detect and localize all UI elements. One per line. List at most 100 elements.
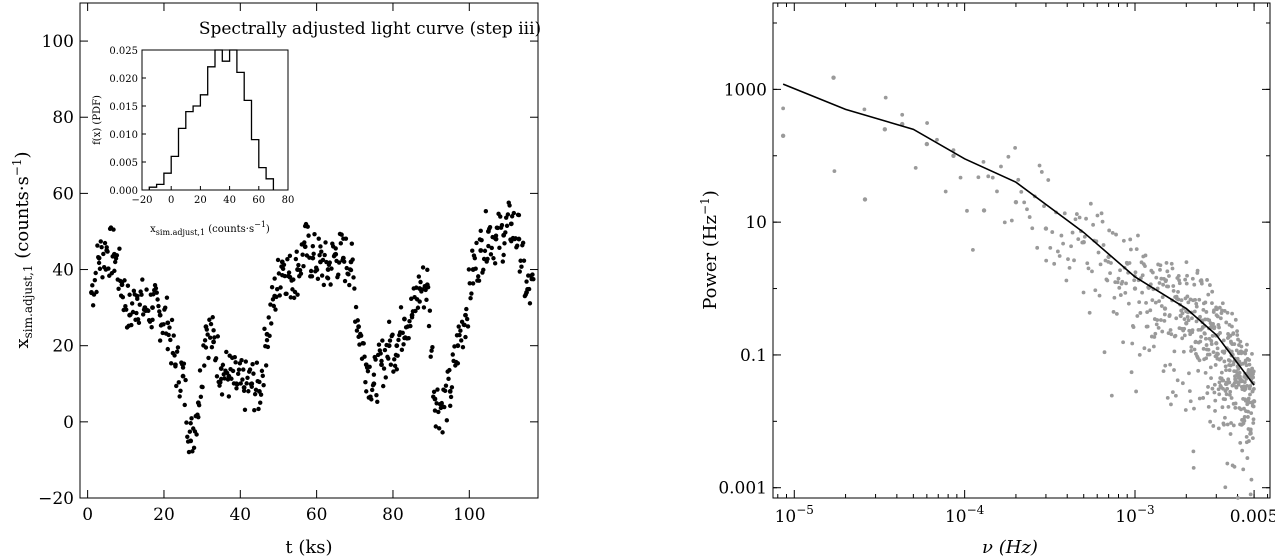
lc-point — [426, 323, 432, 329]
psd-point — [1161, 282, 1166, 287]
lc-point — [406, 335, 411, 341]
psd-point — [1137, 300, 1142, 305]
lc-point — [420, 287, 425, 292]
psd-point — [1173, 393, 1178, 398]
lc-point — [392, 363, 398, 369]
lc-xtick-label: 100 — [453, 505, 485, 525]
psd-point — [882, 127, 888, 132]
psd-point — [1124, 281, 1128, 286]
psd-point — [1192, 309, 1197, 314]
lc-point — [432, 396, 438, 402]
lc-point — [269, 321, 274, 326]
lc-point — [226, 394, 232, 399]
psd-point — [1116, 276, 1121, 281]
lc-point — [448, 394, 454, 400]
psd-point — [1180, 336, 1185, 341]
psd-point — [1143, 253, 1148, 258]
lightcurve-points — [89, 200, 536, 455]
psd-point — [1150, 298, 1155, 303]
lc-point — [151, 292, 156, 297]
lc-point — [197, 368, 203, 373]
psd-point — [1145, 310, 1150, 315]
psd-xtick-label: 10−3 — [1115, 503, 1154, 527]
lc-point — [462, 322, 467, 328]
lc-point — [274, 286, 280, 292]
lc-point — [165, 320, 171, 326]
lc-point — [205, 332, 210, 337]
psd-point — [1251, 421, 1256, 425]
lc-point — [495, 225, 500, 231]
psd-point — [1211, 424, 1216, 428]
lc-point — [526, 286, 532, 292]
lc-point — [215, 334, 221, 339]
lc-point — [282, 273, 288, 279]
psd-point — [1203, 336, 1208, 341]
psd-point — [1238, 339, 1243, 344]
lc-point — [455, 361, 461, 366]
psd-point — [1208, 365, 1213, 370]
lc-point — [278, 285, 283, 290]
lc-point — [208, 321, 214, 327]
psd-point — [1142, 346, 1147, 351]
psd-point — [951, 153, 956, 158]
psd-point — [1171, 284, 1176, 288]
psd-point — [1132, 286, 1138, 291]
psd-point — [1193, 297, 1198, 302]
psd-point — [1145, 324, 1150, 329]
lc-point — [188, 421, 193, 426]
psd-point — [1183, 277, 1188, 282]
lc-point — [239, 357, 244, 363]
lc-point — [463, 312, 468, 318]
lc-point — [504, 223, 510, 228]
psd-point — [1155, 318, 1160, 322]
lc-point — [336, 272, 341, 277]
psd-point — [1251, 369, 1256, 374]
psd-point — [1213, 363, 1218, 367]
lc-point — [182, 402, 187, 408]
psd-point — [1073, 217, 1078, 222]
psd-point — [1222, 309, 1227, 313]
psd-point — [831, 75, 836, 80]
lc-point — [153, 286, 159, 291]
psd-point — [1016, 177, 1021, 182]
lc-point — [242, 407, 248, 412]
lc-point — [112, 259, 118, 265]
lc-point — [400, 330, 405, 336]
psd-point — [1208, 419, 1213, 424]
psd-ylabel: Power (Hz−1) — [698, 190, 721, 310]
psd-point — [1169, 332, 1174, 337]
lc-point — [310, 243, 316, 249]
psd-point — [1251, 375, 1256, 380]
lc-ytick-label: 100 — [42, 32, 74, 52]
lc-point — [243, 359, 249, 364]
psd-point — [1093, 288, 1098, 293]
lc-point — [235, 382, 240, 387]
psd-point — [1148, 308, 1153, 313]
psd-point — [883, 95, 888, 100]
lc-point — [306, 233, 311, 238]
ylabel-sub: sim.adjust,1 — [21, 264, 35, 338]
psd-point — [1209, 342, 1214, 346]
psd-point — [862, 197, 868, 202]
psd-point — [1192, 347, 1197, 352]
psd-point — [990, 175, 995, 180]
psd-point — [1250, 366, 1254, 371]
psd-point — [1013, 145, 1018, 150]
inset-xlabel-close: ) — [266, 224, 270, 235]
lc-point — [502, 241, 507, 246]
lc-point — [508, 221, 514, 227]
lc-point — [498, 214, 503, 219]
psd-point — [1162, 306, 1168, 311]
lc-point — [342, 278, 348, 284]
lc-point — [196, 403, 202, 408]
lc-point — [129, 301, 135, 306]
psd-point — [1190, 276, 1195, 281]
lc-point — [221, 372, 226, 377]
psd-point — [1167, 313, 1172, 317]
lc-point — [511, 210, 517, 216]
lc-point — [293, 256, 299, 262]
lc-point — [380, 338, 385, 343]
lc-point — [116, 286, 121, 292]
psd-point — [1194, 304, 1199, 309]
inset-xlabel-main: x — [150, 224, 156, 235]
